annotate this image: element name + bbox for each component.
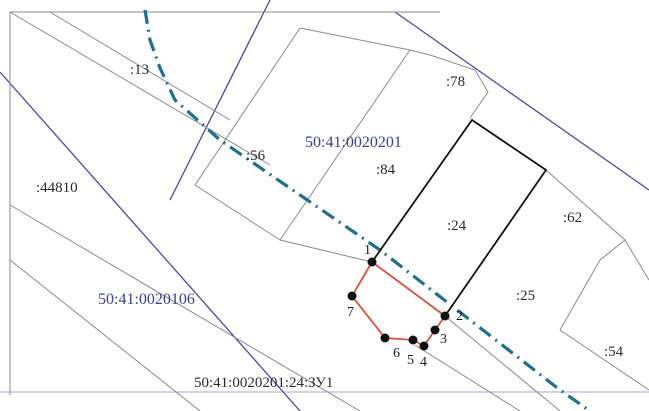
boundary-point-2 — [440, 311, 450, 321]
boundary-point-4 — [419, 341, 429, 351]
point-numbers: 1 2 3 4 5 6 7 — [347, 243, 463, 370]
parcel-boundary — [414, 344, 521, 411]
parcel-label-54: :54 — [604, 344, 624, 360]
new-parcel-id-label: 50:41:0020201:24:ЗУ1 — [194, 375, 333, 391]
parcel-label-84: :84 — [376, 162, 396, 178]
parcel-label-78: :78 — [446, 74, 465, 90]
boundary-points — [347, 257, 450, 351]
parcel-label-24: :24 — [447, 218, 467, 234]
parcel-label-62: :62 — [563, 210, 582, 226]
quarter-label-0020201: 50:41:0020201 — [305, 134, 402, 151]
point-label-7: 7 — [347, 305, 354, 320]
boundary-point-1 — [367, 257, 377, 267]
parcel-24-outline — [371, 118, 548, 317]
parcel-boundary — [279, 239, 373, 263]
boundary-point-6 — [380, 333, 390, 343]
quarter-label-0020106: 50:41:0020106 — [98, 291, 195, 308]
parcel-label-25: :25 — [516, 288, 535, 304]
parcel-boundary — [409, 49, 431, 56]
point-label-3: 3 — [440, 332, 447, 347]
parcel-62-outline — [545, 169, 626, 331]
point-label-2: 2 — [456, 309, 463, 324]
parcel-boundary — [49, 11, 231, 121]
dashed-utility-line — [143, 9, 591, 411]
parcel-label-56: :56 — [246, 148, 266, 164]
parcel-boundary — [559, 329, 649, 391]
point-label-6: 6 — [393, 346, 400, 361]
boundary-point-5 — [408, 335, 418, 345]
quarter-boundary-line — [0, 71, 301, 411]
parcel-boundary — [9, 11, 271, 166]
parcel-boundary — [444, 315, 561, 411]
boundary-point-3 — [430, 325, 440, 335]
quarter-boundary-line — [169, 0, 271, 201]
parcel-boundary — [9, 204, 361, 411]
parcel-labels: :13 :78 :56 :84 :44810 :24 :62 :25 :54 5… — [36, 62, 624, 391]
parcel-78-outline — [429, 54, 489, 119]
parcel-boundary — [624, 239, 649, 281]
point-label-1: 1 — [364, 243, 371, 258]
point-label-5: 5 — [407, 353, 414, 368]
parcel-boundary — [9, 259, 201, 411]
parcel-label-44810: :44810 — [36, 180, 78, 196]
parcel-boundaries — [9, 11, 649, 411]
parcel-label-13: :13 — [130, 62, 149, 78]
boundary-point-7 — [347, 291, 357, 301]
point-label-4: 4 — [420, 355, 427, 370]
quarter-boundary-line — [394, 11, 649, 191]
dash-dot-line — [143, 9, 591, 411]
